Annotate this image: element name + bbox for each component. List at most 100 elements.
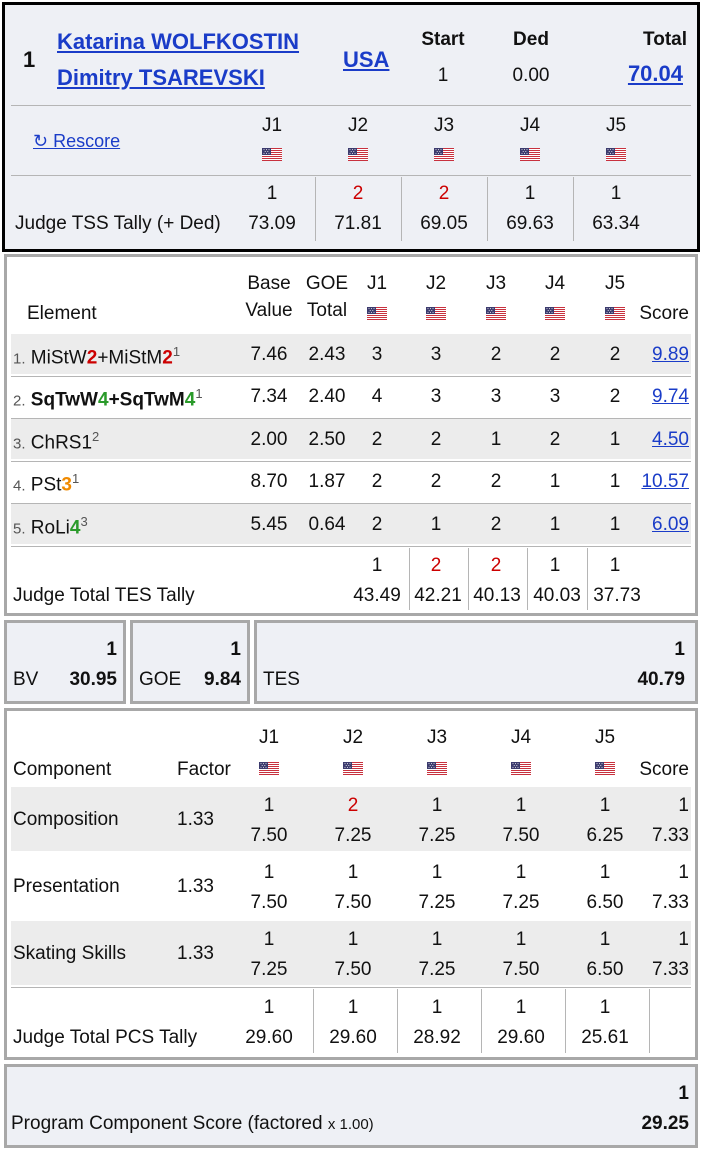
rescore-link[interactable]: ↻ Rescore — [33, 131, 121, 151]
goe-total: 0.64 — [308, 514, 346, 535]
element-code: +MiStM — [97, 347, 163, 369]
pcs-tally-rank-j5: 1 — [599, 997, 611, 1018]
skater-header-panel: 1 Katarina WOLFKOSTIN Dimitry TSAREVSKI … — [2, 2, 700, 252]
pcs-tally-value-j2: 29.60 — [329, 1027, 377, 1048]
judge-goe-mark: 2 — [549, 429, 561, 450]
nation-link[interactable]: USA — [343, 47, 390, 72]
us-flag-icon — [605, 307, 625, 320]
col-base-line2: Value — [245, 300, 293, 321]
base-value: 7.34 — [250, 386, 288, 407]
pcs-judge-j4: J4 — [510, 727, 532, 748]
col-goe-line2: Total — [306, 300, 348, 321]
judge-header-j5: J5 — [605, 115, 627, 136]
elements-panel: Element Base Value GOE Total J1 J2 J3 J4 J… — [4, 254, 698, 616]
judge-mark: 7.50 — [502, 959, 540, 980]
judge-goe-mark: 2 — [609, 344, 621, 365]
judge-header-j2: J2 — [347, 115, 369, 136]
element-score-link[interactable]: 9.74 — [652, 386, 689, 407]
el-judge-j5: J5 — [604, 273, 626, 294]
bv-value: 30.95 — [69, 669, 117, 690]
ded-label: Ded — [513, 29, 549, 50]
pcs-total-label-factor: x 1.00) — [327, 1116, 374, 1133]
tss-rank-j1: 1 — [266, 183, 278, 204]
pcs-judge-j3: J3 — [426, 727, 448, 748]
tes-value-j3: 40.13 — [473, 585, 521, 606]
tes-rank-j1: 1 — [371, 555, 383, 576]
col-element: Element — [27, 303, 97, 324]
start-label: Start — [421, 29, 465, 50]
component-name: Composition — [13, 809, 119, 830]
el-judge-j2: J2 — [425, 273, 447, 294]
element-rank: 2 — [92, 429, 100, 444]
col-score: Score — [639, 303, 689, 324]
total-value[interactable]: 70.04 — [627, 61, 683, 86]
tss-value-j5: 63.34 — [592, 213, 640, 234]
element-number: 1. — [13, 350, 26, 368]
tss-rank-j3: 2 — [438, 183, 450, 204]
judge-rank: 1 — [599, 795, 611, 816]
judge-mark: 6.25 — [586, 825, 624, 846]
judge-mark: 7.25 — [418, 959, 456, 980]
judge-mark: 7.50 — [250, 892, 288, 913]
element-code: PSt — [30, 474, 62, 496]
skater-name-man[interactable]: Dimitry TSAREVSKI — [57, 65, 265, 90]
goe-rank: 1 — [230, 639, 241, 660]
total-label: Total — [643, 29, 687, 50]
tss-rank-j4: 1 — [524, 183, 536, 204]
element-number: 2. — [13, 392, 26, 410]
pcs-judge-j2: J2 — [342, 727, 364, 748]
element-score-link[interactable]: 6.09 — [652, 514, 689, 535]
us-flag-icon — [348, 148, 368, 161]
judge-goe-mark: 4 — [371, 386, 383, 407]
judge-rank: 1 — [515, 929, 527, 950]
judge-rank: 1 — [515, 862, 527, 883]
pcs-tally-value-j1: 29.60 — [245, 1027, 293, 1048]
judge-rank: 1 — [431, 929, 443, 950]
judge-mark: 7.50 — [334, 959, 372, 980]
tss-value-j2: 71.81 — [334, 213, 382, 234]
element-score-link[interactable]: 10.57 — [641, 471, 689, 492]
skater-name-woman[interactable]: Katarina WOLFKOSTIN — [57, 29, 300, 54]
element-score-link[interactable]: 9.89 — [652, 344, 689, 365]
pcs-total-panel: 1 Program Component Score (factored x 1.… — [4, 1064, 698, 1148]
judge-rank: 1 — [263, 862, 275, 883]
us-flag-icon — [511, 762, 531, 775]
judge-mark: 7.50 — [334, 892, 372, 913]
goe-total: 1.87 — [308, 471, 346, 492]
goe-total: 2.50 — [308, 429, 346, 450]
element-code: RoLi — [30, 517, 70, 539]
judge-goe-mark: 2 — [490, 514, 502, 535]
element-rank: 1 — [195, 386, 203, 401]
judge-goe-mark: 3 — [430, 386, 442, 407]
col-base-line1: Base — [247, 273, 291, 294]
judge-goe-mark: 3 — [490, 386, 502, 407]
base-value: 7.46 — [250, 344, 288, 365]
pcs-tally-value-j5: 25.61 — [581, 1027, 629, 1048]
pcs-judge-j1: J1 — [258, 727, 280, 748]
element-row: 1. MiStW2+MiStM21 — [13, 344, 180, 369]
pcs-judge-j5: J5 — [594, 727, 616, 748]
judge-goe-mark: 1 — [490, 429, 502, 450]
element-rank: 1 — [172, 344, 181, 359]
element-level: 4 — [69, 517, 81, 539]
judge-mark: 7.25 — [334, 825, 372, 846]
element-score-link[interactable]: 4.50 — [652, 429, 689, 450]
judge-goe-mark: 2 — [490, 471, 502, 492]
tss-value-j4: 69.63 — [506, 213, 554, 234]
bv-rank: 1 — [106, 639, 117, 660]
component-score: 7.33 — [652, 892, 689, 913]
judge-rank: 1 — [599, 862, 611, 883]
pcs-tally-value-j3: 28.92 — [413, 1027, 461, 1048]
judge-goe-mark: 1 — [549, 471, 561, 492]
goe-total: 2.43 — [308, 344, 346, 365]
us-flag-icon — [545, 307, 565, 320]
element-rank: 3 — [80, 514, 88, 529]
tes-value-j1: 43.49 — [353, 585, 401, 606]
component-name: Skating Skills — [13, 943, 126, 964]
component-score: 7.33 — [652, 959, 689, 980]
us-flag-icon — [426, 307, 446, 320]
col-component: Component — [13, 759, 112, 780]
element-code: SqTwW — [30, 389, 98, 411]
component-score-rank: 1 — [678, 929, 689, 950]
judge-header-j4: J4 — [519, 115, 541, 136]
